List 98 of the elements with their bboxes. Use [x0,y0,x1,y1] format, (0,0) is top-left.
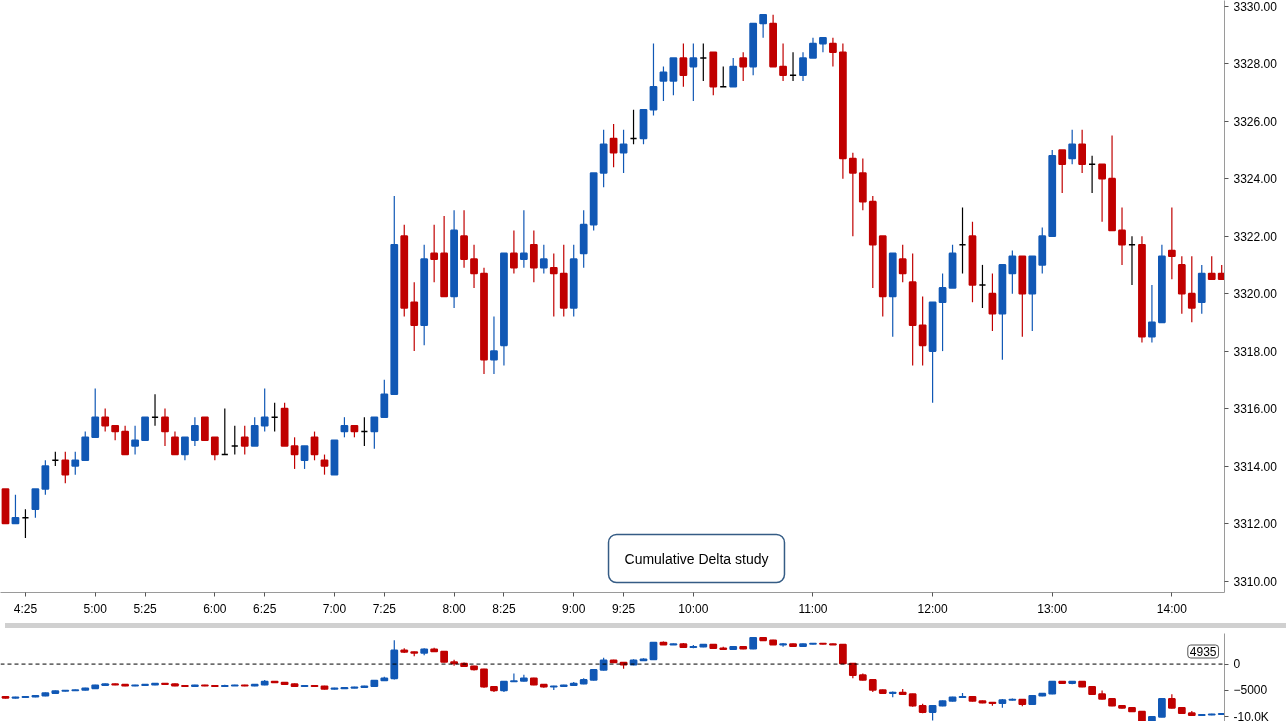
candlestick [460,209,468,269]
candlestick [1118,206,1126,266]
candlestick [539,244,548,275]
candlestick [819,37,827,53]
x-tick-label: 4:25 [13,601,38,616]
candlestick [71,451,80,476]
candlestick [131,425,139,456]
candlestick [470,244,478,289]
candlestick [161,407,169,447]
candlestick [938,272,947,352]
candlestick [181,436,189,461]
candlestick [210,436,219,461]
candlestick [1008,249,1017,295]
candlestick [410,281,419,352]
candlestick [240,425,249,456]
x-tick-label: 9:25 [611,601,636,616]
candlestick [679,43,688,88]
y-tick-label: 0 [1233,657,1241,672]
candlestick [829,37,837,68]
y-tick-label: 3314.00 [1233,459,1278,474]
candlestick [729,57,738,88]
candlestick [669,57,678,96]
candlestick [41,459,50,496]
candlestick [510,672,518,683]
y-tick-label: -10.0K [1233,709,1269,721]
candlestick [81,430,90,462]
x-tick-label: 10:00 [678,601,709,616]
y-tick-label: 3318.00 [1233,344,1278,359]
candlestick [31,488,40,519]
candlestick [1098,163,1106,223]
candlestick [1068,129,1077,165]
candlestick [1158,697,1166,718]
candlestick [250,416,259,447]
candlestick [1078,129,1087,174]
y-tick-label: 3324.00 [1233,172,1278,187]
candlestick [779,642,787,648]
candlestick [609,123,618,168]
candlestick [490,316,498,375]
annotation: 4935 [1189,645,1217,659]
candlestick [121,425,130,456]
candlestick [260,387,269,433]
x-tick-label: 6:25 [253,601,277,616]
y-tick-label: 3326.00 [1233,114,1278,129]
y-tick-label: −5000 [1233,683,1268,698]
candlestick [649,43,658,117]
candlestick [510,229,518,275]
candlestick [1058,149,1067,194]
x-tick-label: 5:25 [133,601,158,616]
y-tick-label: 3328.00 [1233,57,1278,72]
annotation: Cumulative Delta study [624,550,769,567]
candlestick [290,436,299,470]
candlestick [1187,255,1196,323]
x-tick-label: 14:00 [1156,601,1188,616]
x-tick-label: 12:00 [917,601,948,616]
y-tick-label: 3330.00 [1233,0,1278,14]
candlestick [918,295,927,367]
candlestick [91,387,100,439]
x-tick-label: 6:00 [203,601,227,616]
candlestick [370,416,379,450]
y-tick-label: 3322.00 [1233,229,1278,244]
candlestick [171,430,179,456]
candlestick [141,416,149,441]
candlestick [799,51,807,82]
x-tick-label: 13:00 [1037,601,1068,616]
x-tick-label: 7:00 [322,601,347,616]
x-tick-label: 8:00 [442,601,467,616]
candlestick [1148,284,1156,344]
candlestick [988,272,997,332]
x-tick-label: 7:25 [372,601,397,616]
candlestick [191,416,199,447]
candlestick [1167,206,1176,280]
y-tick-label: 3310.00 [1233,574,1278,589]
y-tick-label: 3312.00 [1233,517,1278,532]
candlestick [101,407,110,433]
candlestick [619,129,628,174]
y-tick-label: 3316.00 [1233,402,1278,417]
candlestick [848,152,857,237]
candlestick [739,51,748,82]
candlestick [529,229,538,283]
x-tick-label: 11:00 [798,601,828,616]
x-tick-label: 9:00 [562,601,586,616]
candlestick [1207,255,1216,281]
candlestick [779,43,787,82]
candlestick [809,37,817,59]
y-tick-label: 3320.00 [1233,287,1278,302]
candlestick [689,43,698,102]
candlestick [519,209,528,269]
candlestick [659,66,668,102]
candlestick [380,379,389,418]
candlestick [759,14,768,39]
candlestick [200,416,209,441]
candlestick [300,445,309,470]
x-tick-label: 8:25 [492,601,516,616]
x-tick-label: 5:00 [83,601,108,616]
candlestick [549,252,558,318]
candlestick [61,451,70,484]
candlestick [898,244,907,283]
candlestick [430,224,439,283]
